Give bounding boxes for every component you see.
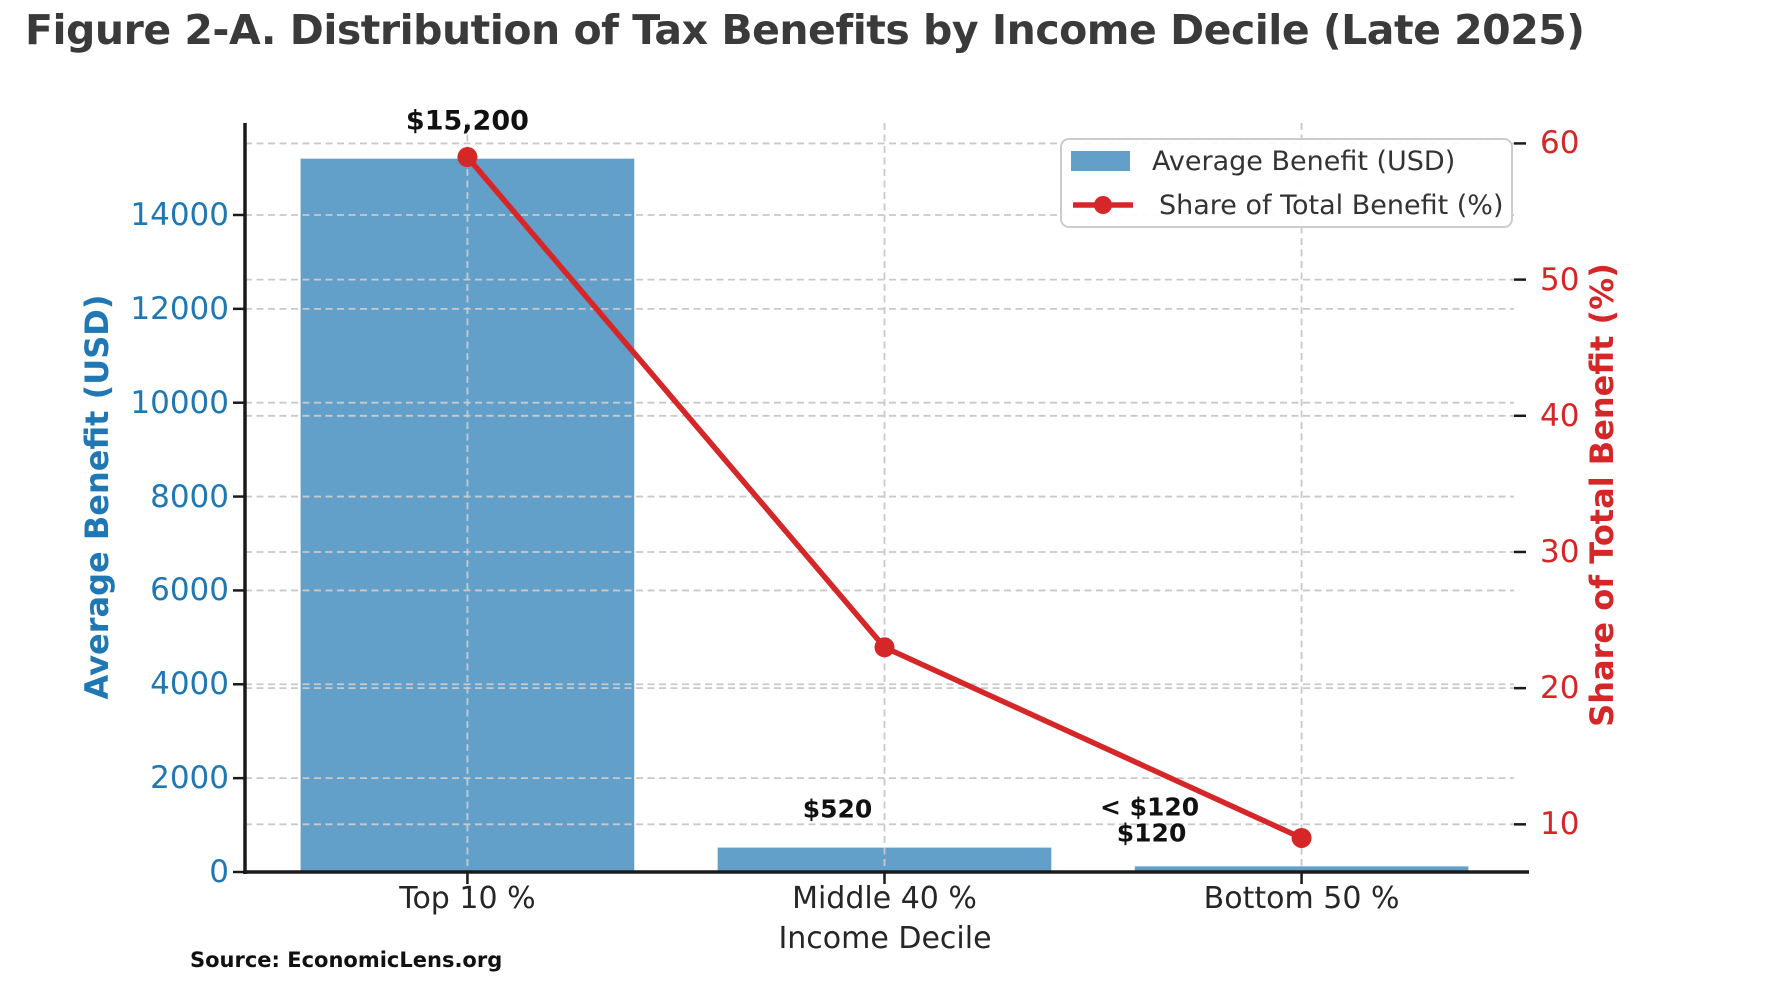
tick-label-right: 10: [1540, 806, 1580, 843]
legend-row-bar: Average Benefit (USD): [1071, 141, 1511, 181]
line-point-2: [1291, 827, 1312, 848]
chart-title: Figure 2-A. Distribution of Tax Benefits…: [25, 6, 1585, 54]
tick-label-left: 8000: [150, 478, 229, 515]
legend: Average Benefit (USD) Share of Total Ben…: [1060, 138, 1513, 228]
tick-label-right: 20: [1540, 670, 1580, 707]
tick-label-left: 12000: [130, 290, 229, 327]
tick-label-right: 50: [1540, 261, 1580, 298]
x-axis-label: Income Decile: [778, 921, 992, 956]
tick-label-x: Middle 40 %: [792, 881, 977, 916]
tick-label-left: 2000: [150, 760, 229, 797]
tick-label-left: 6000: [150, 572, 229, 609]
legend-line-swatch-icon: [1073, 196, 1133, 214]
tick-label-left: 4000: [150, 666, 229, 703]
annotation: $120: [1116, 818, 1187, 848]
legend-row-line: Share of Total Benefit (%): [1071, 185, 1511, 225]
line-point-1: [874, 637, 895, 658]
legend-bar-swatch-icon: [1071, 151, 1130, 171]
tick-label-right: 30: [1540, 533, 1580, 570]
tick-label-right: 60: [1540, 125, 1580, 162]
annotation: $15,200: [405, 105, 529, 137]
right-axis-label: Share of Total Benefit (%): [1583, 263, 1621, 727]
legend-line-label: Share of Total Benefit (%): [1159, 189, 1504, 221]
tick-label-left: 10000: [130, 384, 229, 421]
left-axis-label: Average Benefit (USD): [78, 294, 116, 700]
tick-label-x: Top 10 %: [399, 881, 536, 916]
tick-label-left: 14000: [130, 196, 229, 233]
tick-label-right: 40: [1540, 397, 1580, 434]
source-note: Source: EconomicLens.org: [190, 948, 503, 972]
tick-label-left: 0: [209, 854, 229, 890]
bar-2: [1134, 866, 1469, 872]
annotation: $520: [802, 794, 873, 824]
annotation: < $120: [1099, 792, 1200, 822]
tick-label-x: Bottom 50 %: [1203, 881, 1400, 916]
legend-bar-label: Average Benefit (USD): [1152, 145, 1456, 177]
line-point-0: [457, 147, 478, 168]
